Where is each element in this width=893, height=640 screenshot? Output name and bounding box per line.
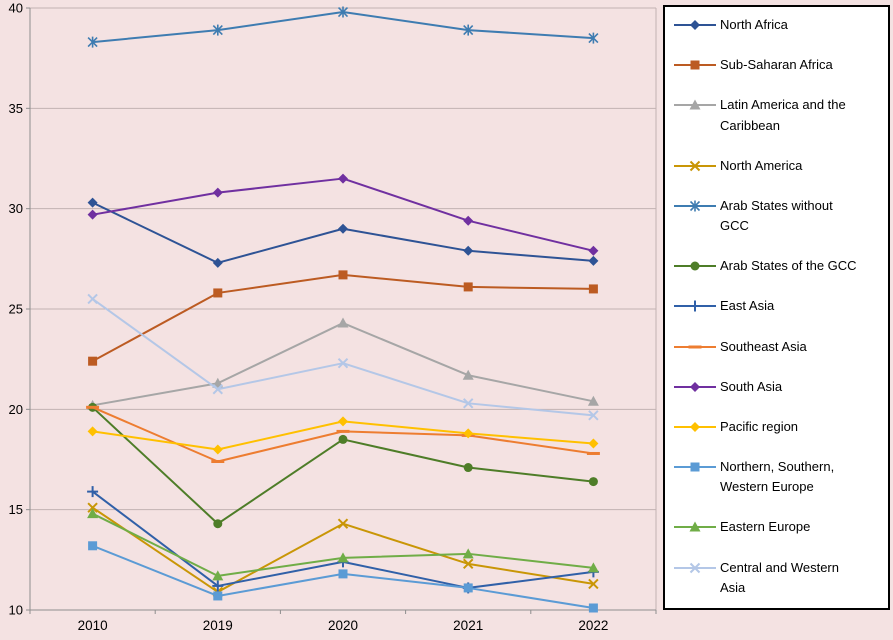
series-markers — [87, 173, 599, 256]
x-axis-label: 2021 — [453, 618, 483, 633]
chart-legend: North Africa Sub-Saharan Africa Latin Amer… — [663, 5, 890, 610]
x-axis-label: 2010 — [78, 618, 108, 633]
legend-item-label: Eastern Europe — [720, 519, 811, 535]
legend-swatch — [674, 20, 716, 30]
legend-swatch — [674, 421, 716, 432]
legend-item: Eastern Europe — [673, 517, 884, 537]
y-axis-label: 15 — [9, 502, 23, 517]
x-axis-label: 2022 — [578, 618, 608, 633]
series-markers — [88, 270, 598, 366]
series-line — [92, 506, 594, 593]
series-markers — [88, 541, 598, 613]
legend-swatch — [674, 462, 716, 472]
series-markers — [87, 293, 599, 421]
y-axis-label: 10 — [9, 603, 23, 618]
legend-item-label: Latin America and the Caribbean — [720, 97, 846, 133]
legend-item-label: East Asia — [720, 298, 775, 314]
legend-item-label: South Asia — [720, 378, 783, 394]
legend-swatch — [674, 381, 716, 392]
legend-item: Sub-Saharan Africa — [673, 55, 884, 75]
y-axis-label: 20 — [9, 402, 23, 417]
y-axis-label: 35 — [9, 101, 23, 116]
series-markers — [87, 6, 599, 48]
legend-item: North America — [673, 156, 884, 176]
legend-item: Central and Western Asia — [673, 558, 884, 598]
legend-swatch — [674, 521, 716, 532]
legend-item-label: Central and Western Asia — [720, 559, 839, 595]
legend-swatch — [674, 160, 716, 171]
x-axis-label: 2019 — [203, 618, 233, 633]
legend-swatch — [674, 345, 716, 349]
legend-item: Arab States of the GCC — [673, 256, 884, 276]
legend-swatch — [674, 562, 716, 573]
series-line — [92, 406, 594, 463]
legend-item-label: Northern, Southern, Western Europe — [720, 459, 835, 495]
series-line — [92, 177, 594, 252]
legend-item-label: North Africa — [720, 17, 788, 32]
y-axis-label: 40 — [9, 1, 23, 16]
legend-item: Pacific region — [673, 417, 884, 437]
legend-item: South Asia — [673, 377, 884, 397]
legend-swatch — [674, 200, 716, 212]
legend-item-label: Southeast Asia — [720, 338, 807, 354]
series-line — [92, 298, 594, 417]
legend-swatch — [674, 300, 716, 312]
legend-item-label: Sub-Saharan Africa — [720, 57, 833, 73]
legend-item: Northern, Southern, Western Europe — [673, 457, 884, 497]
legend-swatch — [674, 261, 716, 271]
legend-swatch — [674, 99, 716, 110]
legend-item-label: Arab States without GCC — [720, 197, 833, 234]
y-axis-label: 30 — [9, 201, 23, 216]
legend-item: Southeast Asia — [673, 337, 884, 357]
legend-item: Arab States without GCC — [673, 196, 884, 236]
series-markers — [86, 405, 600, 464]
legend-item-label: Pacific region — [720, 418, 799, 434]
series-markers — [87, 416, 599, 455]
series-markers — [87, 508, 599, 581]
legend-item-label: Arab States of the GCC — [720, 258, 857, 274]
line-chart-plot: 10 15 20 25 30 35 40 2010 2019 2020 2021 2022 — [9, 1, 657, 633]
legend-item-label: North America — [720, 157, 803, 173]
legend-item: North Africa — [673, 15, 884, 35]
legend-swatch — [674, 60, 716, 70]
legend-item: East Asia — [673, 296, 884, 316]
series-markers — [87, 197, 599, 268]
y-axis-label: 25 — [9, 302, 23, 317]
legend-item: Latin America and the Caribbean — [673, 95, 884, 135]
x-axis-label: 2020 — [328, 618, 358, 633]
